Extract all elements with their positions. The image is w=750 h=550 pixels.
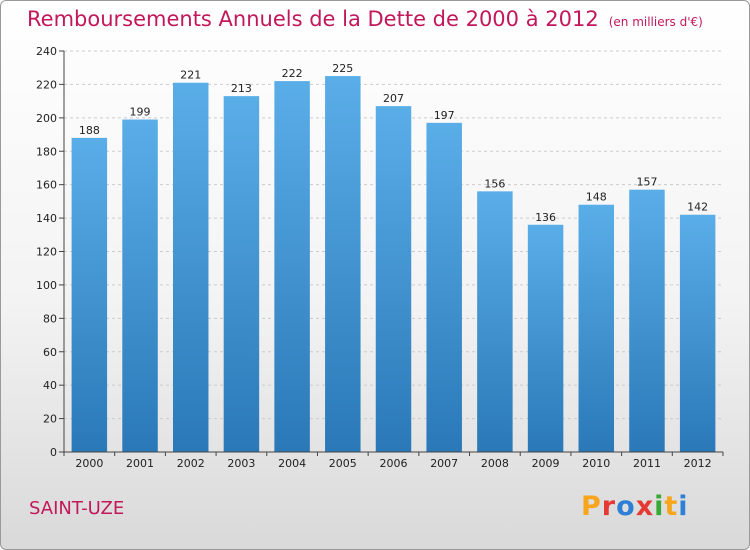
- x-tick-label: 2009: [532, 457, 560, 470]
- y-tick-label: 60: [43, 346, 57, 359]
- y-tick-label: 80: [43, 312, 57, 325]
- y-tick-label: 100: [36, 279, 57, 292]
- y-tick-label: 200: [36, 112, 57, 125]
- bar-value-label: 156: [484, 177, 505, 190]
- x-tick-label: 2003: [227, 457, 255, 470]
- bar-value-label: 136: [535, 211, 556, 224]
- bar: [274, 81, 310, 452]
- chart-title: Remboursements Annuels de la Dette de 20…: [27, 7, 703, 31]
- x-tick-label: 2011: [633, 457, 661, 470]
- title-text: Remboursements Annuels de la Dette de 20…: [27, 7, 599, 31]
- logo-letter: P: [581, 491, 602, 522]
- axes: [59, 50, 724, 456]
- bar: [426, 122, 462, 453]
- commune-name: SAINT-UZE: [29, 498, 125, 519]
- x-tick-label: 2001: [126, 457, 154, 470]
- labels: 0 20 40 60 80 100 120 140 160 180 200 220 240 188 2000…: [36, 45, 712, 470]
- x-tick-label: 2005: [329, 457, 357, 470]
- bar-value-label: 148: [586, 191, 607, 204]
- x-tick-label: 2007: [430, 457, 458, 470]
- x-tick-label: 2006: [380, 457, 408, 470]
- x-tick-label: 2010: [582, 457, 610, 470]
- chart-subtitle: (en milliers d'€): [608, 15, 703, 29]
- x-tick-label: 2012: [684, 457, 712, 470]
- bar: [527, 224, 564, 452]
- logo-letter: x: [635, 491, 655, 522]
- bars: [71, 76, 716, 453]
- bar-value-label: 188: [79, 124, 100, 137]
- y-tick-label: 220: [36, 78, 57, 91]
- logo-letter: o: [616, 491, 636, 522]
- bar: [122, 119, 158, 453]
- bar-value-label: 197: [434, 109, 455, 122]
- x-tick-label: 2004: [278, 457, 306, 470]
- y-tick-label: 240: [36, 45, 57, 58]
- y-tick-label: 140: [36, 212, 57, 225]
- bar: [629, 189, 665, 452]
- bar: [679, 214, 716, 452]
- bar-value-label: 221: [180, 69, 201, 82]
- bar: [223, 96, 260, 453]
- logo-letter: r: [601, 491, 617, 522]
- y-tick-label: 160: [36, 179, 57, 192]
- bar: [71, 137, 108, 452]
- bar-value-label: 225: [332, 62, 353, 75]
- logo-letter: i: [678, 491, 689, 522]
- y-tick-label: 180: [36, 145, 57, 158]
- logo-letter: t: [664, 491, 679, 522]
- y-tick-label: 20: [43, 413, 57, 426]
- bar-value-label: 142: [687, 201, 708, 214]
- bar: [172, 82, 209, 452]
- bar-value-label: 199: [130, 106, 151, 119]
- bar-value-label: 157: [636, 176, 657, 189]
- proxiti-logo: Proxiti: [581, 491, 689, 522]
- y-tick-label: 0: [50, 446, 57, 459]
- bar: [578, 204, 615, 452]
- bar: [325, 76, 361, 452]
- logo-letter: i: [654, 491, 665, 522]
- x-tick-label: 2002: [177, 457, 205, 470]
- bar-value-label: 222: [282, 67, 303, 80]
- bar-value-label: 207: [383, 92, 404, 105]
- x-tick-label: 2000: [75, 457, 103, 470]
- y-tick-label: 40: [43, 379, 57, 392]
- bar: [477, 191, 513, 452]
- x-tick-label: 2008: [481, 457, 509, 470]
- y-tick-label: 120: [36, 246, 57, 259]
- bar-value-label: 213: [231, 82, 252, 95]
- bar: [375, 106, 412, 452]
